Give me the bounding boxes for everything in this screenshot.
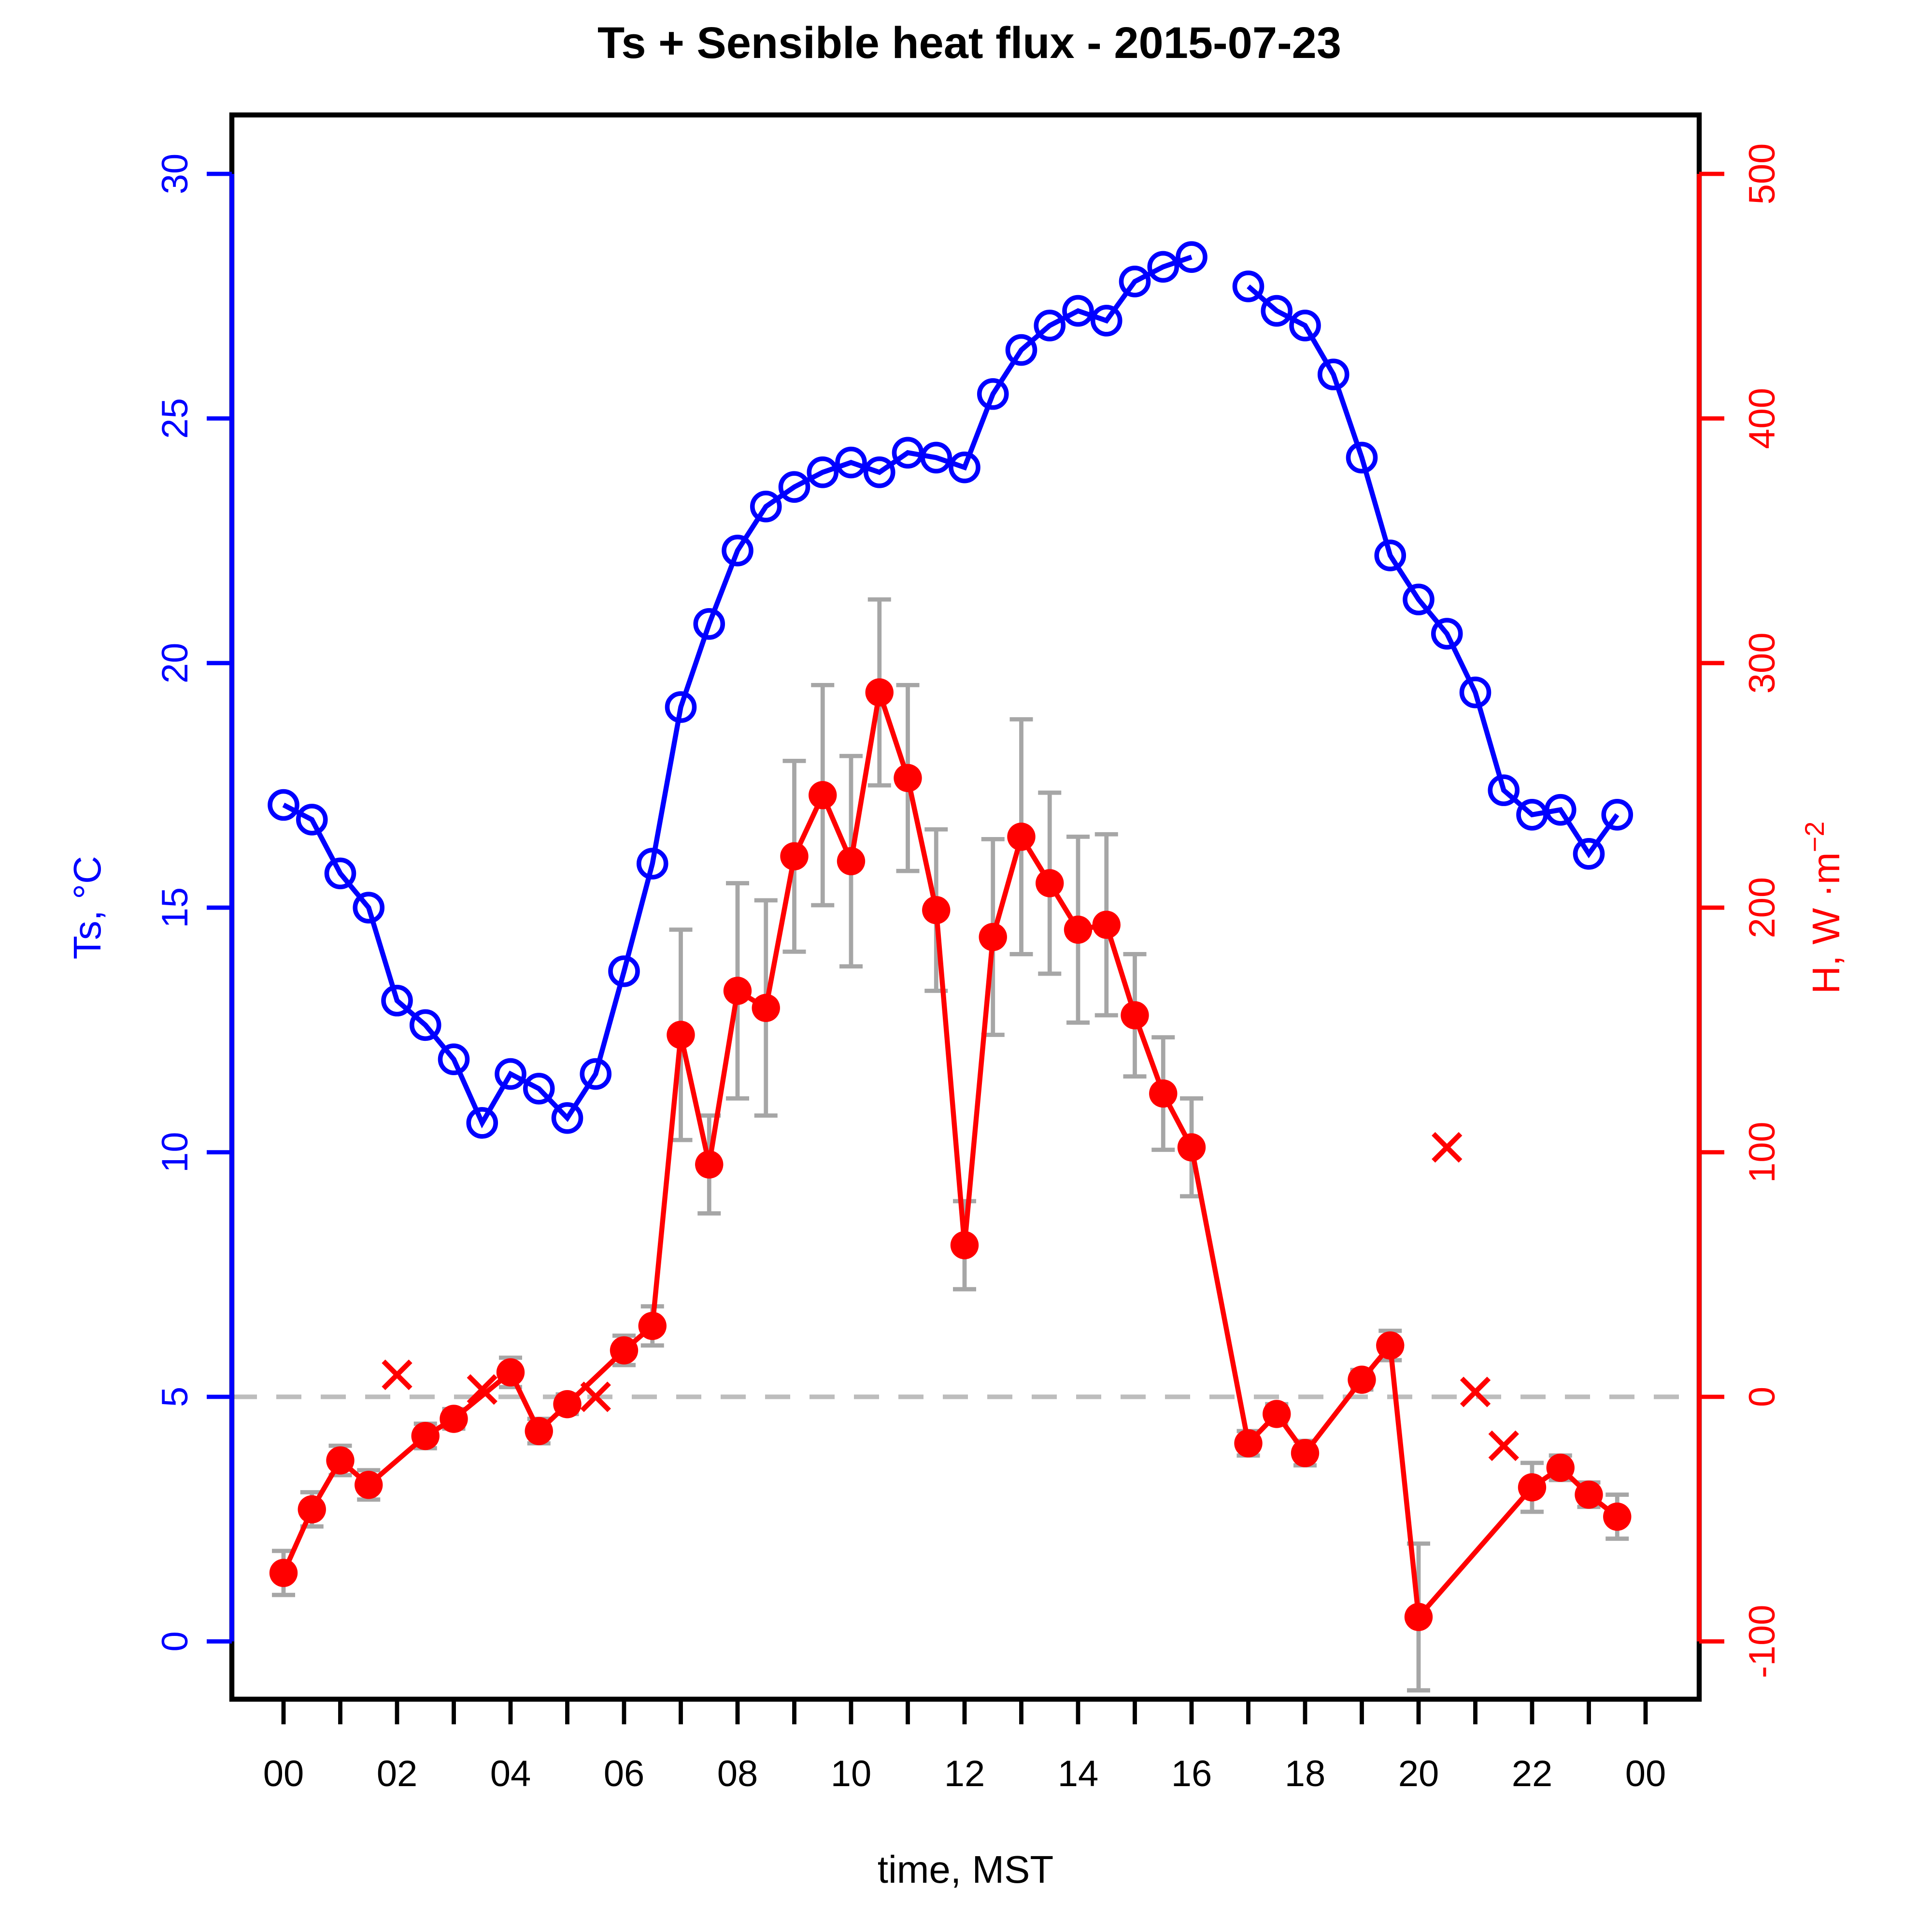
right-axis-title: H, W ·m−2 <box>1799 822 1847 994</box>
x-axis: 00 02 04 06 08 10 12 14 16 18 20 22 00 time, MST <box>263 1699 1666 1891</box>
left-tick-label: 30 <box>155 154 196 195</box>
right-tick-label: 400 <box>1742 388 1783 449</box>
page-title: Ts + Sensible heat flux - 2015-07-23 <box>597 18 1341 68</box>
x-tick-label: 00 <box>263 1753 304 1794</box>
right-tick-label: 0 <box>1742 1387 1783 1407</box>
x-tick-label: 14 <box>1058 1753 1099 1794</box>
h-series <box>269 678 1632 1631</box>
x-tick-label: 02 <box>377 1753 418 1794</box>
error-bars <box>272 597 1629 1693</box>
left-tick-label: 25 <box>155 398 196 439</box>
x-tick-label: 06 <box>604 1753 645 1794</box>
left-axis: 0 5 10 15 20 25 30 Ts, °C <box>66 154 234 1652</box>
x-tick-label: 22 <box>1512 1753 1553 1794</box>
right-tick-label: 300 <box>1742 632 1783 694</box>
ts-series <box>268 241 1634 1139</box>
right-axis: -100 0 100 200 300 400 500 H, W ·m−2 <box>1697 143 1847 1678</box>
right-tick-label: 200 <box>1742 877 1783 938</box>
left-tick-label: 0 <box>155 1631 196 1651</box>
left-tick-label: 15 <box>155 887 196 928</box>
x-tick-label: 18 <box>1285 1753 1326 1794</box>
left-tick-label: 10 <box>155 1132 196 1173</box>
x-axis-title: time, MST <box>878 1848 1053 1891</box>
x-tick-label: 16 <box>1171 1753 1212 1794</box>
x-tick-label: 12 <box>944 1753 985 1794</box>
left-axis-title: Ts, °C <box>66 856 109 959</box>
right-tick-label: -100 <box>1742 1605 1783 1678</box>
x-tick-label: 10 <box>831 1753 872 1794</box>
left-tick-label: 20 <box>155 643 196 684</box>
right-tick-label: 100 <box>1742 1122 1783 1183</box>
x-tick-label: 04 <box>490 1753 531 1794</box>
chart-title: Ts + Sensible heat flux - 2015-07-23 <box>597 18 1341 68</box>
h-flagged-points <box>382 1132 1519 1461</box>
x-tick-label: 20 <box>1398 1753 1439 1794</box>
plot-box <box>229 112 1702 1702</box>
left-tick-label: 5 <box>155 1387 196 1407</box>
right-tick-label: 500 <box>1742 143 1783 205</box>
x-tick-label: 08 <box>717 1753 758 1794</box>
x-tick-label: 00 <box>1625 1753 1666 1794</box>
